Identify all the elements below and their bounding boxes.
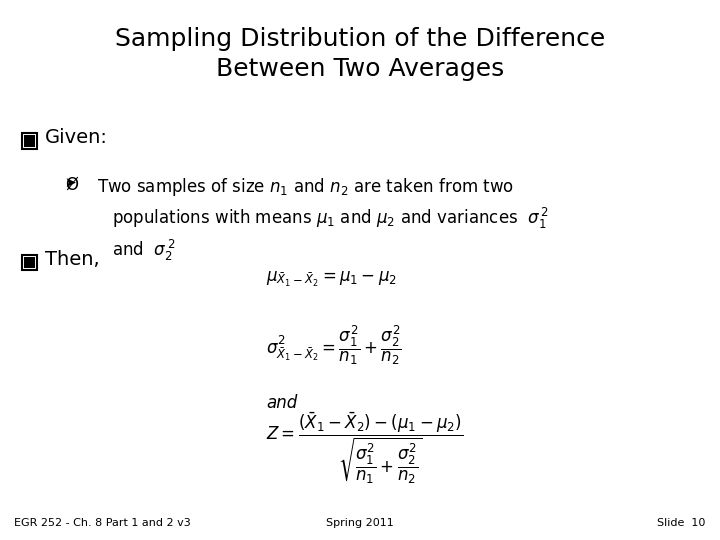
Text: populations with means $\mu_1$ and $\mu_2$ and variances  $\sigma_1^{\,2}$: populations with means $\mu_1$ and $\mu_…: [112, 206, 549, 231]
Text: EGR 252 - Ch. 8 Part 1 and 2 v3: EGR 252 - Ch. 8 Part 1 and 2 v3: [14, 518, 191, 528]
FancyBboxPatch shape: [24, 256, 35, 268]
Text: Given:: Given:: [45, 128, 107, 147]
FancyBboxPatch shape: [22, 133, 37, 148]
Text: Sampling Distribution of the Difference
Between Two Averages: Sampling Distribution of the Difference …: [115, 27, 605, 80]
Text: $\mu_{\bar{X}_1 - \bar{X}_2} = \mu_1 - \mu_2$: $\mu_{\bar{X}_1 - \bar{X}_2} = \mu_1 - \…: [266, 270, 397, 289]
FancyBboxPatch shape: [24, 135, 35, 147]
Text: Spring 2011: Spring 2011: [326, 518, 394, 528]
Text: ➤: ➤: [65, 176, 76, 190]
Text: $Z = \dfrac{(\bar{X}_1 - \bar{X}_2) - (\mu_1 - \mu_2)}{\sqrt{\dfrac{\sigma_1^2}{: $Z = \dfrac{(\bar{X}_1 - \bar{X}_2) - (\…: [266, 410, 464, 486]
Text: Two samples of size $n_1$ and $n_2$ are taken from two: Two samples of size $n_1$ and $n_2$ are …: [97, 176, 514, 198]
FancyBboxPatch shape: [22, 255, 37, 270]
Text: Ø: Ø: [65, 176, 78, 193]
Text: and  $\sigma_2^{\,2}$: and $\sigma_2^{\,2}$: [112, 238, 175, 262]
Text: and: and: [266, 394, 297, 412]
Text: Then,: Then,: [45, 249, 99, 269]
Text: $\sigma^2_{\bar{X}_1 - \bar{X}_2} = \dfrac{\sigma_1^2}{n_1} + \dfrac{\sigma_2^2}: $\sigma^2_{\bar{X}_1 - \bar{X}_2} = \dfr…: [266, 324, 402, 367]
Text: Slide  10: Slide 10: [657, 518, 706, 528]
